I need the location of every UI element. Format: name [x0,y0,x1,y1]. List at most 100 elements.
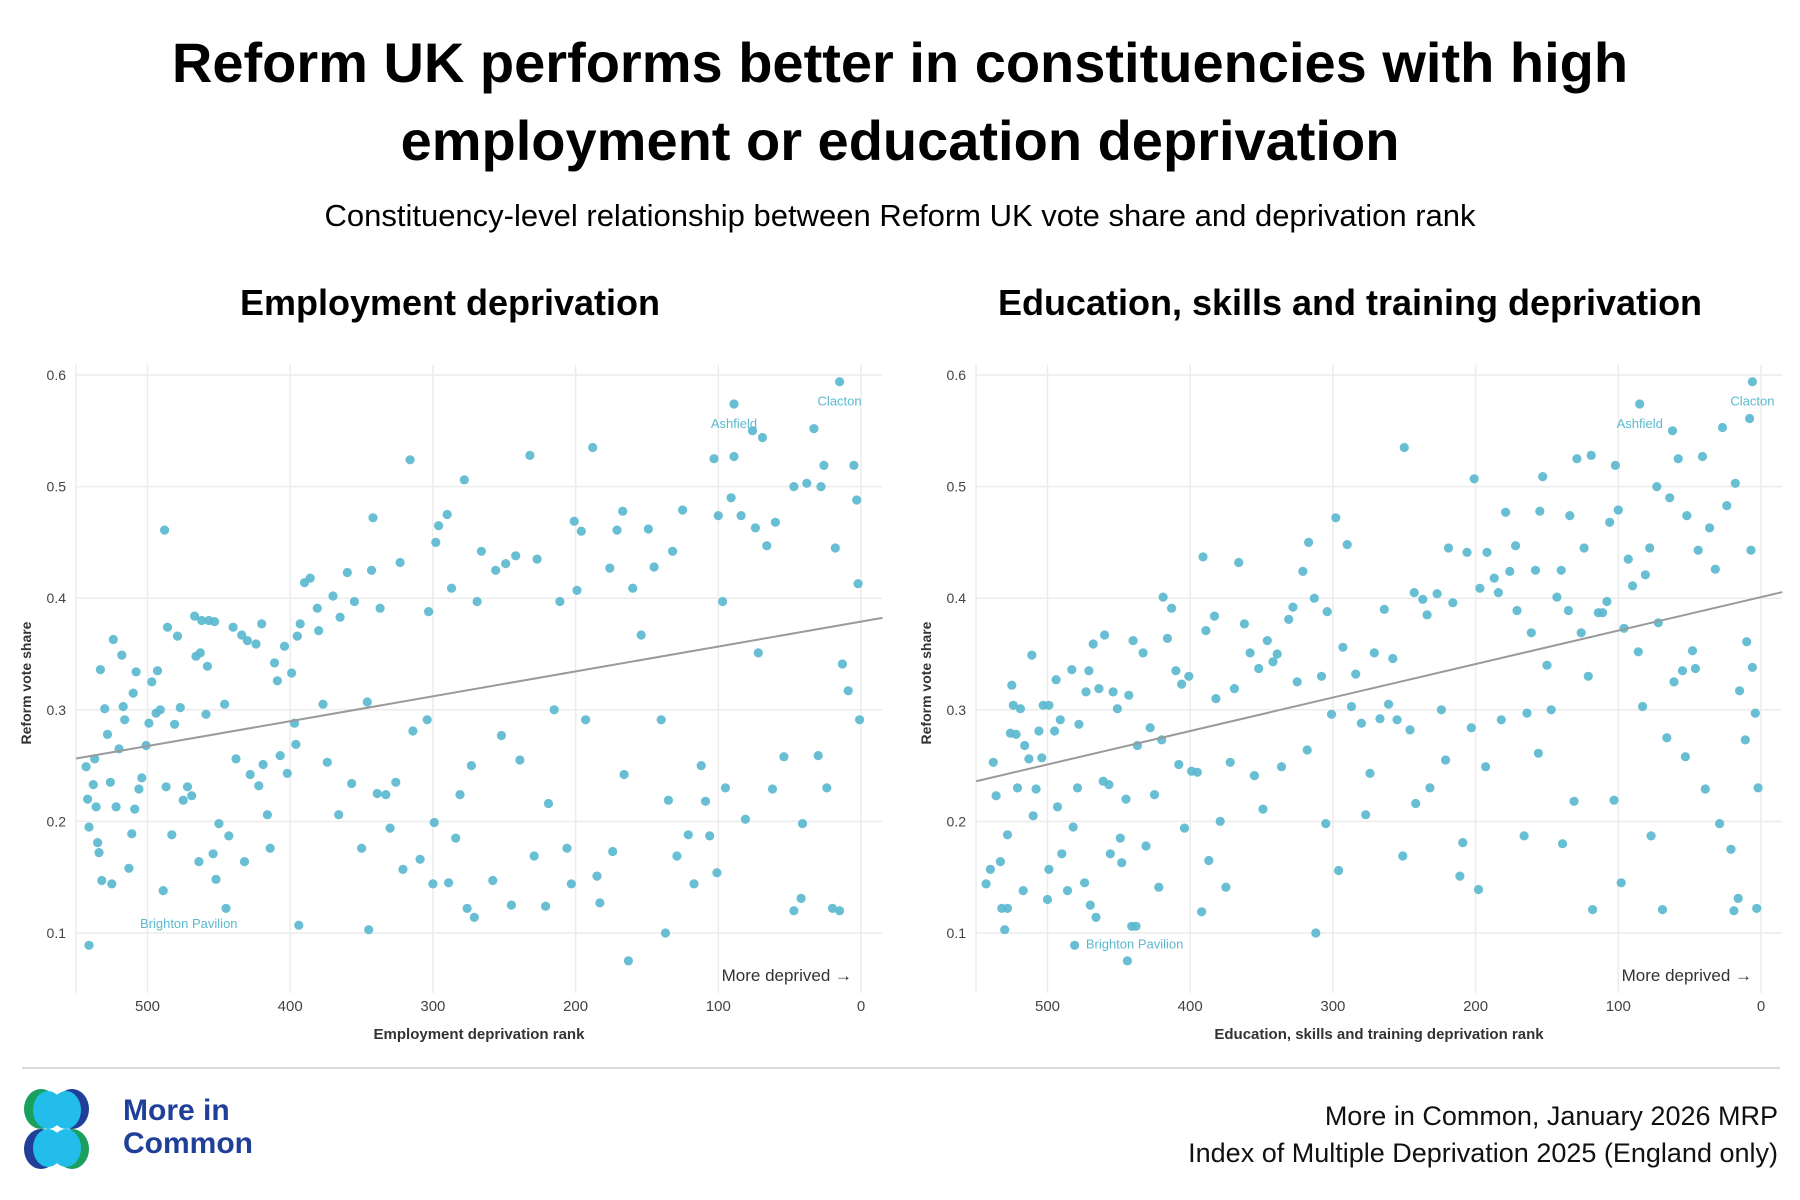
x-axis-title: Education, skills and training deprivati… [1214,1026,1544,1043]
more-deprived-annotation: More deprived → [722,966,852,985]
trend-line [75,616,883,760]
data-point [1418,594,1428,604]
data-point [100,704,110,714]
logo-line-1: More in [123,1094,230,1127]
data-point [1598,608,1608,618]
data-point [1388,653,1398,664]
data-point [506,900,516,910]
data-point [1057,849,1067,859]
data-point [612,525,622,535]
data-point [1690,663,1700,674]
y-tick-label: 0.2 [47,813,67,829]
data-point [1379,604,1389,615]
data-point [835,377,845,387]
data-point [170,719,180,729]
data-point [451,833,461,843]
data-point [239,857,250,867]
data-point [1080,878,1090,888]
data-point [1326,709,1337,719]
data-point [1084,666,1094,676]
data-point [1475,583,1485,593]
data-point [124,863,134,873]
data-point [1177,679,1187,689]
data-point [1667,426,1678,436]
data-point [1062,886,1073,896]
data-point [595,898,605,908]
data-point [835,906,845,916]
data-point [167,830,177,840]
logo-line-2: Common [123,1127,253,1160]
data-point [1028,811,1038,821]
data-point [1496,715,1506,725]
data-point [251,639,261,649]
data-point [1128,636,1138,646]
data-point [91,802,101,812]
data-point [211,874,221,885]
data-point [172,631,183,641]
data-point [700,796,711,806]
data-point [1184,671,1194,681]
data-point [1027,650,1037,660]
data-point [709,454,719,464]
data-point [1747,377,1757,387]
data-point [1154,882,1164,892]
data-point [1002,903,1013,914]
data-point [444,878,454,888]
data-point [1298,566,1308,577]
data-point [1645,543,1655,553]
data-point [187,791,197,801]
data-point [95,665,105,675]
data-point [1034,726,1044,736]
data-point [1171,666,1181,676]
data-point [385,823,395,833]
data-point [1398,851,1408,861]
data-point [1209,611,1220,621]
y-tick-label: 0.1 [47,925,67,941]
data-point [988,757,998,767]
data-point [767,784,778,794]
data-point [88,780,98,790]
data-point [1482,547,1492,558]
data-point [618,506,628,516]
data-point [1351,669,1361,679]
data-point [572,585,582,596]
data-point [111,802,121,812]
y-tick-label: 0.3 [47,702,67,718]
data-point [770,517,781,527]
data-point [1167,603,1177,613]
data-point [459,475,469,485]
data-point [1072,783,1083,793]
data-point [529,851,539,861]
data-point [428,879,438,889]
data-point [1746,545,1756,555]
data-point [398,864,408,875]
data-point [472,596,482,607]
data-point [162,622,173,632]
data-point [1338,642,1348,652]
data-point [131,667,141,677]
data-point [843,686,853,696]
data-point [137,773,147,783]
data-point [1249,771,1259,781]
data-point [696,761,706,771]
data-point [1221,882,1231,892]
data-point [221,903,231,914]
data-point [678,505,688,515]
data-point [1002,830,1013,840]
data-point [1051,675,1061,685]
data-point [712,868,722,878]
data-point [228,622,238,632]
source-line-1: More in Common, January 2026 MRP [1324,1101,1778,1131]
point-label-clacton: Clacton [1730,394,1774,409]
data-point [1197,907,1207,917]
data-point [1556,565,1566,575]
x-tick-label: 300 [1320,998,1345,1015]
data-point [1052,802,1063,812]
data-point [1316,671,1327,681]
data-point [762,541,772,551]
data-point [291,739,301,750]
data-point [592,871,602,881]
data-point [1262,636,1272,646]
data-point [1085,900,1095,910]
data-point [105,777,115,787]
